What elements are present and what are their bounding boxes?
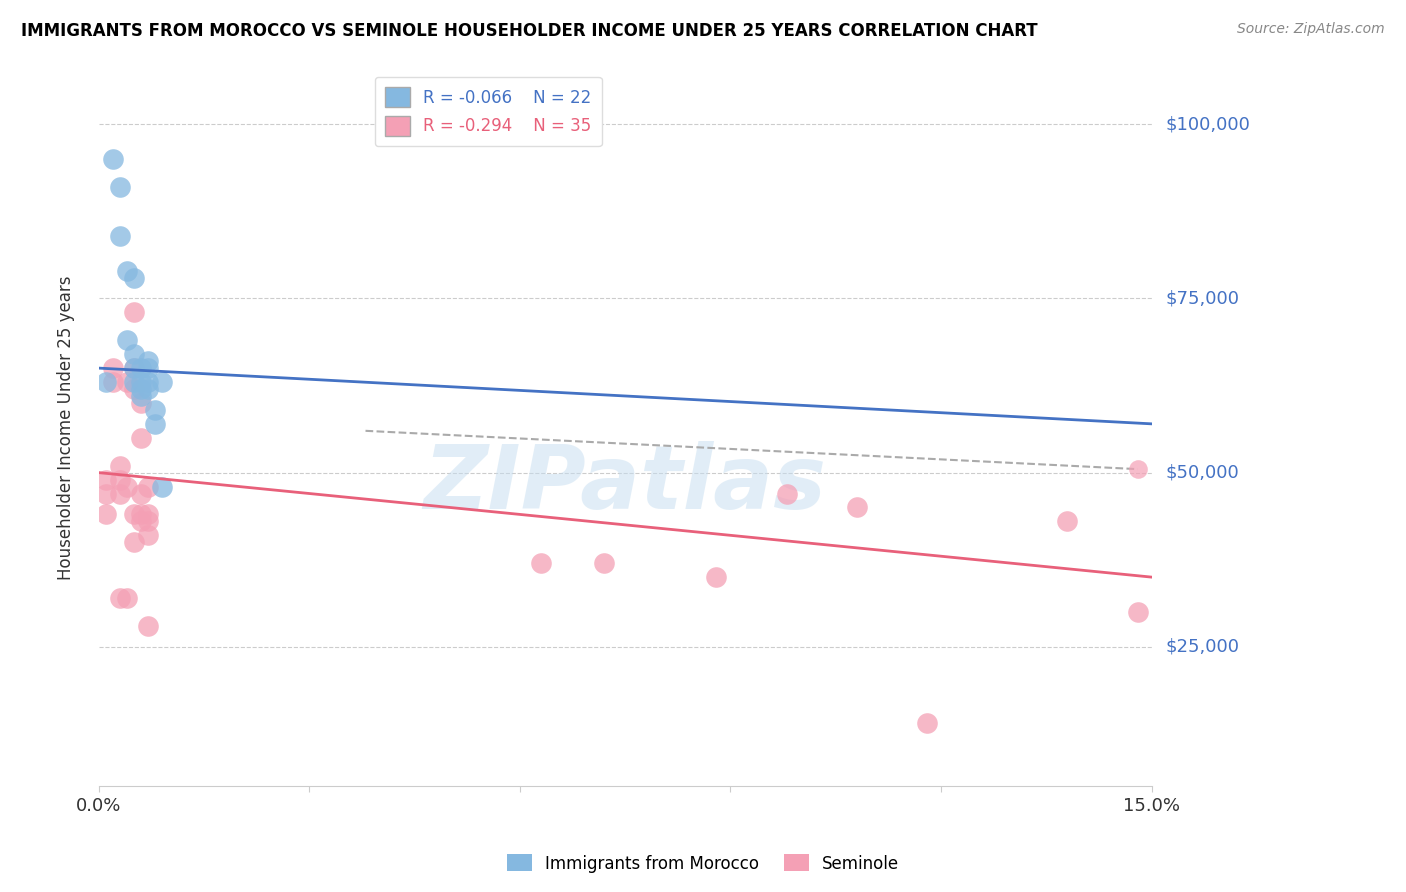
Point (1126, 605, 1149, 619)
Point (122, 347, 145, 361)
Point (136, 361, 159, 376)
Point (129, 375, 152, 389)
Point (115, 333, 138, 347)
Point (136, 479, 159, 493)
Point (108, 473, 131, 487)
Y-axis label: Householder Income Under 25 years: Householder Income Under 25 years (58, 275, 75, 580)
Point (108, 486, 131, 500)
Point (94, 375, 117, 389)
Point (143, 403, 166, 417)
Point (706, 570, 728, 584)
Point (108, 458, 131, 473)
Point (129, 486, 152, 500)
Legend: R = -0.066    N = 22, R = -0.294    N = 35: R = -0.066 N = 22, R = -0.294 N = 35 (375, 77, 602, 146)
Point (122, 361, 145, 376)
Point (122, 382, 145, 396)
Legend: Immigrants from Morocco, Seminole: Immigrants from Morocco, Seminole (501, 847, 905, 880)
Point (136, 382, 159, 396)
Point (94, 486, 117, 500)
Point (150, 479, 173, 493)
Point (775, 486, 797, 500)
Point (94, 473, 117, 487)
Point (129, 361, 152, 376)
Point (122, 535, 145, 549)
Point (143, 417, 166, 431)
Point (136, 619, 159, 633)
Point (115, 591, 138, 605)
Point (593, 556, 616, 570)
Point (108, 591, 131, 605)
Text: Source: ZipAtlas.com: Source: ZipAtlas.com (1237, 22, 1385, 37)
Point (915, 716, 938, 731)
Point (115, 263, 138, 277)
Point (136, 508, 159, 522)
Text: ZIPatlas: ZIPatlas (423, 442, 827, 528)
Point (94, 508, 117, 522)
Point (122, 305, 145, 319)
Point (136, 354, 159, 368)
Point (136, 515, 159, 529)
Point (129, 508, 152, 522)
Point (150, 375, 173, 389)
Point (108, 180, 131, 194)
Point (101, 375, 124, 389)
Text: $75,000: $75,000 (1166, 289, 1240, 308)
Point (1126, 462, 1149, 476)
Text: $100,000: $100,000 (1166, 115, 1250, 133)
Point (115, 479, 138, 493)
Text: $50,000: $50,000 (1166, 464, 1239, 482)
Point (122, 361, 145, 376)
Point (136, 375, 159, 389)
Point (129, 396, 152, 410)
Point (115, 375, 138, 389)
Point (530, 556, 553, 570)
Point (129, 382, 152, 396)
Text: $25,000: $25,000 (1166, 638, 1240, 656)
Point (129, 515, 152, 529)
Point (122, 375, 145, 389)
Point (122, 270, 145, 285)
Point (129, 389, 152, 403)
Point (845, 500, 868, 515)
Point (122, 508, 145, 522)
Text: IMMIGRANTS FROM MOROCCO VS SEMINOLE HOUSEHOLDER INCOME UNDER 25 YEARS CORRELATIO: IMMIGRANTS FROM MOROCCO VS SEMINOLE HOUS… (21, 22, 1038, 40)
Point (136, 528, 159, 542)
Point (129, 431, 152, 445)
Point (1056, 515, 1078, 529)
Point (101, 152, 124, 166)
Point (101, 361, 124, 376)
Point (108, 228, 131, 243)
